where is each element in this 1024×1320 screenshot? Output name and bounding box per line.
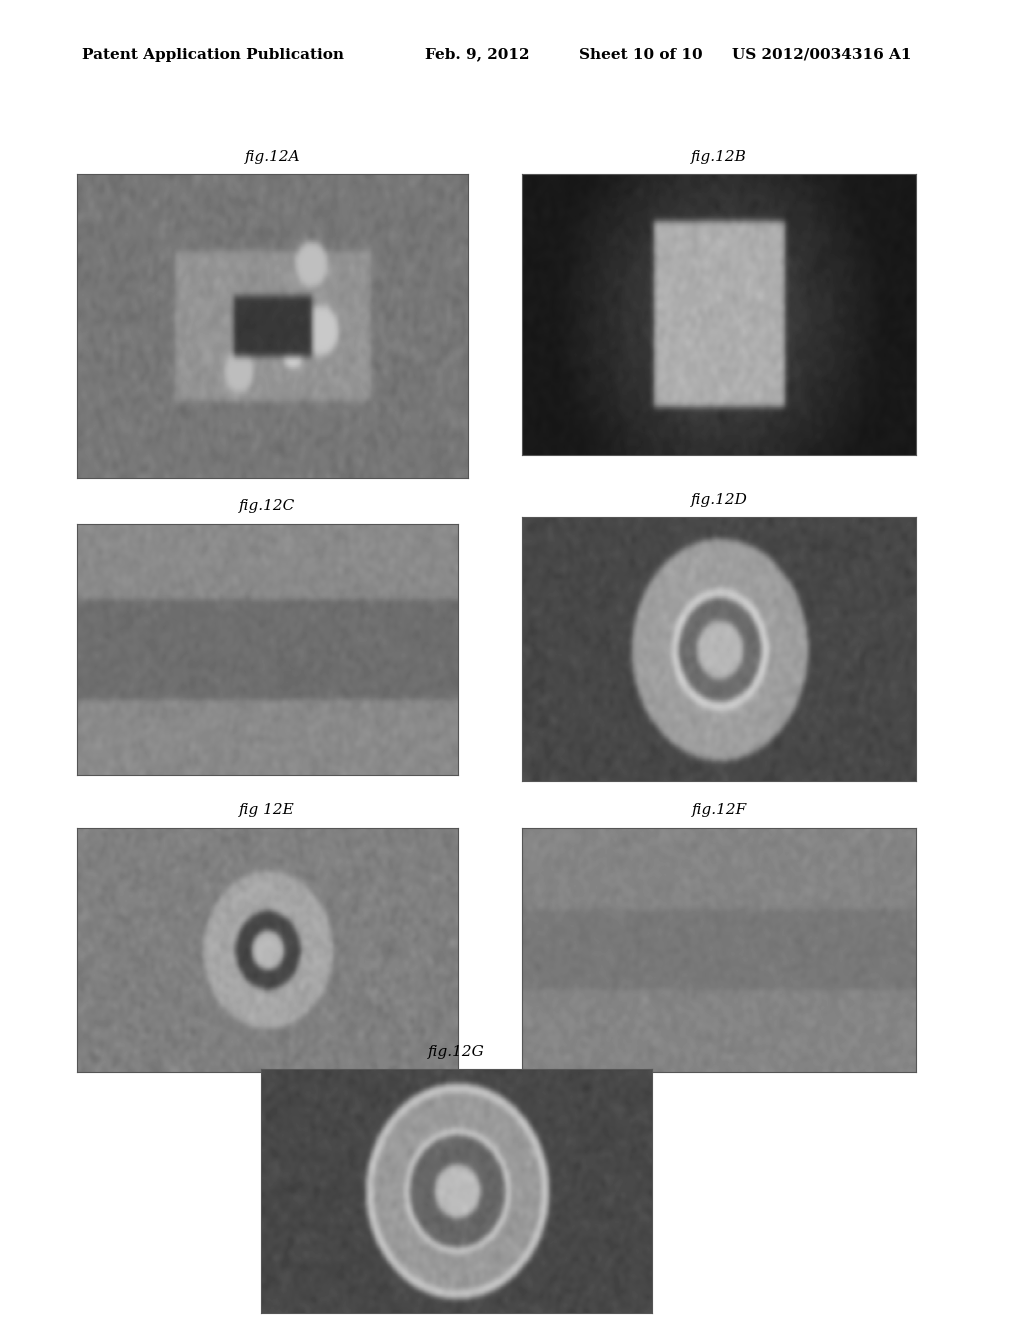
Text: fig.12D: fig.12D [691, 492, 748, 507]
Text: fig.12A: fig.12A [245, 149, 300, 164]
Text: fig.12G: fig.12G [428, 1044, 485, 1059]
Text: Feb. 9, 2012: Feb. 9, 2012 [425, 48, 529, 62]
Text: fig.12F: fig.12F [692, 803, 746, 817]
Text: fig.12B: fig.12B [691, 149, 748, 164]
Text: Sheet 10 of 10: Sheet 10 of 10 [579, 48, 702, 62]
Text: US 2012/0034316 A1: US 2012/0034316 A1 [732, 48, 911, 62]
Text: fig 12E: fig 12E [240, 803, 295, 817]
Text: Patent Application Publication: Patent Application Publication [82, 48, 344, 62]
Text: fig.12C: fig.12C [240, 499, 295, 513]
